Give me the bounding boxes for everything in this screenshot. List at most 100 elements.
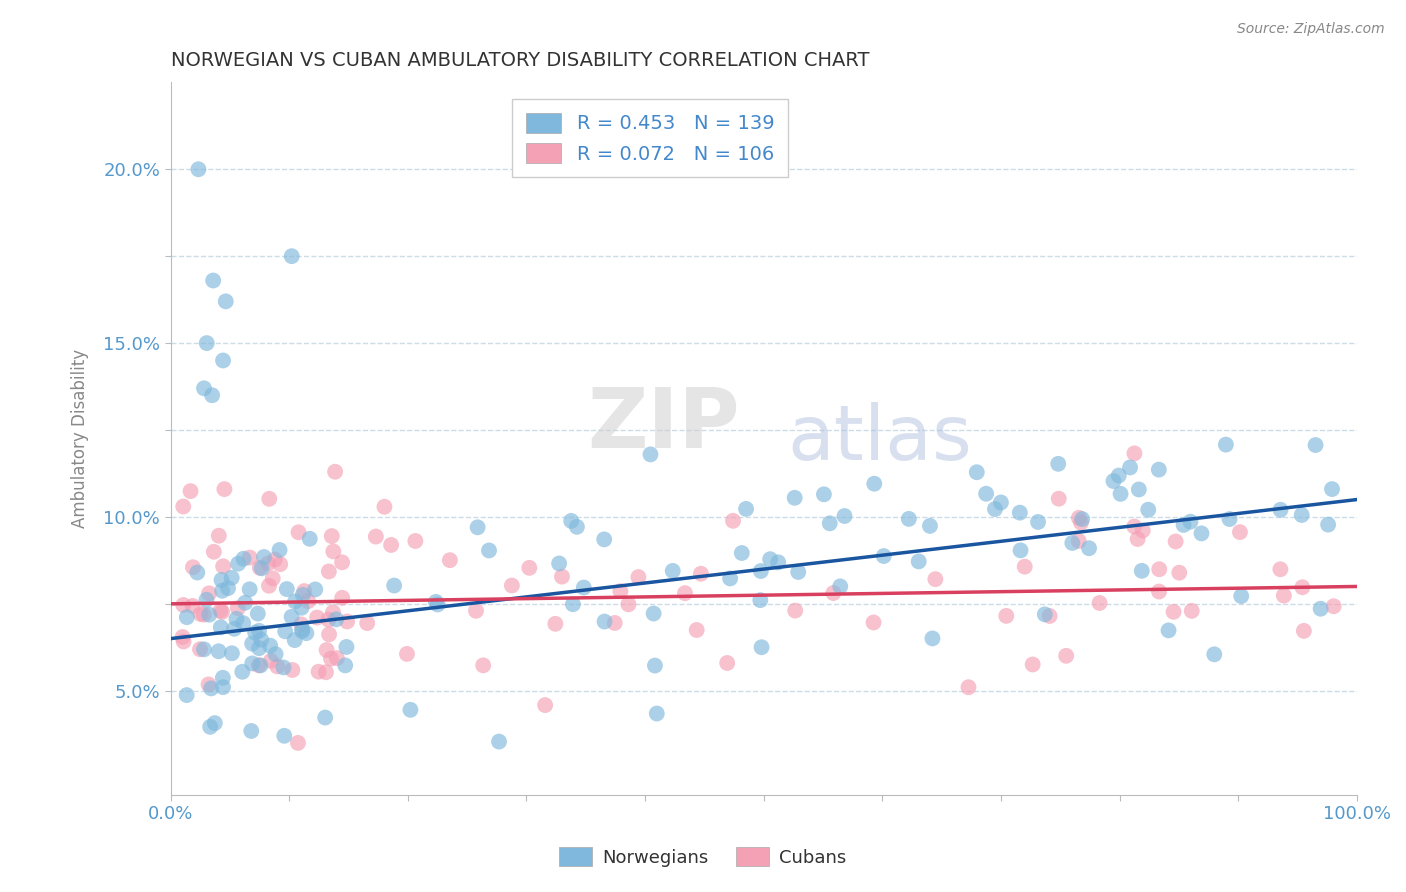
Point [834,508,856,523]
Point [1291,580,1313,594]
Point [690,566,713,581]
Point [1119,460,1142,475]
Point [247,624,270,638]
Point [1123,519,1146,533]
Point [749,593,772,607]
Point [335,640,357,654]
Point [211,573,233,587]
Point [211,605,233,619]
Point [193,381,215,395]
Point [284,633,307,648]
Point [1164,534,1187,549]
Point [188,642,211,657]
Point [262,571,284,585]
Point [322,544,344,558]
Point [307,610,329,624]
Point [201,388,224,402]
Point [264,647,287,661]
Point [1147,462,1170,476]
Point [1132,524,1154,538]
Point [221,646,243,660]
Point [200,681,222,696]
Point [380,538,402,552]
Point [233,596,256,610]
Point [488,734,510,748]
Point [593,533,616,547]
Point [1047,491,1070,506]
Point [907,554,929,568]
Point [593,615,616,629]
Point [572,581,595,595]
Point [291,624,314,639]
Point [749,564,772,578]
Point [1088,596,1111,610]
Point [323,465,346,479]
Point [1109,487,1132,501]
Point [172,630,194,644]
Point [221,571,243,585]
Point [1108,468,1130,483]
Point [1320,482,1343,496]
Point [467,520,489,534]
Point [1163,605,1185,619]
Point [204,716,226,731]
Point [1102,474,1125,488]
Point [1021,657,1043,672]
Point [298,532,321,546]
Point [280,610,302,624]
Point [644,658,666,673]
Text: ZIP: ZIP [588,384,740,465]
Point [325,612,347,626]
Point [863,476,886,491]
Point [1173,517,1195,532]
Point [212,671,235,685]
Point [1067,534,1090,549]
Point [315,665,337,680]
Legend: Norwegians, Cubans: Norwegians, Cubans [553,840,853,874]
Point [295,626,318,640]
Point [735,501,758,516]
Point [426,598,449,612]
Point [292,584,315,599]
Point [1317,517,1340,532]
Point [193,607,215,622]
Point [974,486,997,500]
Point [208,529,231,543]
Point [202,545,225,559]
Point [921,632,943,646]
Point [257,579,280,593]
Point [239,582,262,597]
Point [1054,648,1077,663]
Point [517,561,540,575]
Point [318,613,340,627]
Point [1229,525,1251,540]
Point [326,651,349,665]
Point [259,491,281,506]
Point [193,642,215,657]
Point [356,616,378,631]
Point [253,549,276,564]
Point [544,616,567,631]
Point [783,491,806,505]
Point [1014,559,1036,574]
Point [1168,566,1191,580]
Point [609,584,631,599]
Point [304,582,326,597]
Point [813,487,835,501]
Point [364,530,387,544]
Point [287,736,309,750]
Point [603,615,626,630]
Point [551,569,574,583]
Point [226,601,249,615]
Point [686,623,709,637]
Point [197,677,219,691]
Point [478,543,501,558]
Point [823,586,845,600]
Point [1270,503,1292,517]
Point [995,608,1018,623]
Point [1309,601,1331,615]
Point [787,565,810,579]
Point [1291,508,1313,522]
Point [247,658,270,673]
Point [249,658,271,673]
